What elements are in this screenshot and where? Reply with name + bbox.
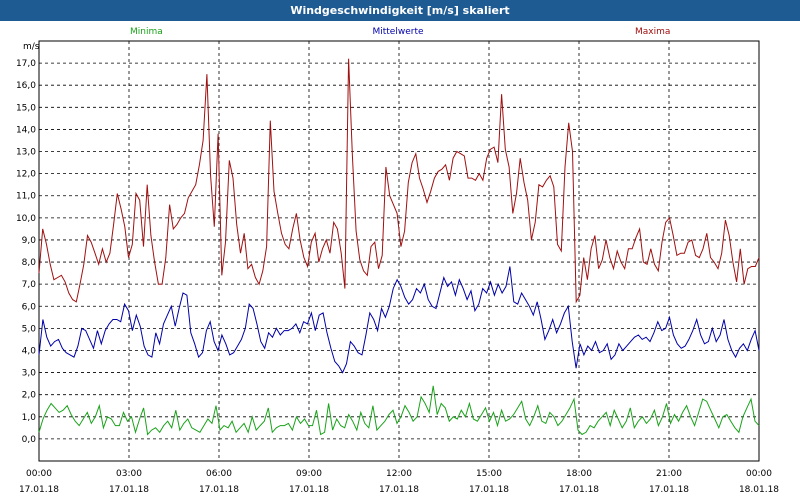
x-tick-time: 09:00 — [296, 469, 322, 479]
y-tick-label: 17,0 — [16, 59, 36, 69]
series-lines — [38, 58, 760, 436]
legend-maxima: Maxima — [635, 27, 670, 37]
legend-minima: Minima — [130, 27, 163, 37]
y-axis-ticks: 0,0 1,0 2,0 3,0 4,0 5,0 6,0 7,0 8,0 9,0 10,0 11,0 12… — [16, 59, 36, 445]
y-tick-label: 2,0 — [22, 391, 37, 401]
y-tick-label: 7,0 — [22, 280, 37, 290]
y-tick-label: 3,0 — [22, 369, 37, 379]
y-tick-label: 4,0 — [22, 346, 37, 356]
x-axis-ticks: 00:00 17.01.18 03:00 17.01.18 06:00 17.01.18 0… — [19, 469, 779, 495]
x-tick-time: 12:00 — [386, 469, 412, 479]
x-tick-date: 17.01.18 — [649, 485, 689, 495]
y-tick-label: 16,0 — [16, 81, 36, 91]
x-tick-time: 00:00 — [26, 469, 52, 479]
y-tick-label: 9,0 — [22, 236, 37, 246]
x-tick-time: 06:00 — [206, 469, 232, 479]
legend-mittelwerte: Mittelwerte — [372, 27, 423, 37]
y-tick-label: 14,0 — [16, 125, 36, 135]
y-tick-label: 6,0 — [22, 302, 37, 312]
x-tick-date: 17.01.18 — [109, 485, 149, 495]
x-tick-date: 17.01.18 — [19, 485, 59, 495]
x-tick-time: 18:00 — [566, 469, 592, 479]
x-tick-time: 03:00 — [116, 469, 142, 479]
x-tick-date: 18.01.18 — [739, 485, 779, 495]
y-tick-label: 10,0 — [16, 214, 36, 224]
x-tick-date: 17.01.18 — [469, 485, 509, 495]
series-mittelwerte-line — [38, 266, 760, 374]
y-tick-label: 5,0 — [22, 324, 37, 334]
x-tick-date: 17.01.18 — [289, 485, 329, 495]
y-tick-label: 1,0 — [22, 413, 37, 423]
window-title: Windgeschwindigkeit [m/s] skaliert — [0, 0, 800, 21]
y-tick-label: 0,0 — [22, 435, 37, 445]
x-tick-time: 15:00 — [476, 469, 502, 479]
y-tick-label: 12,0 — [16, 170, 36, 180]
series-minima-line — [38, 385, 760, 436]
x-tick-date: 17.01.18 — [559, 485, 599, 495]
x-tick-time: 21:00 — [656, 469, 682, 479]
x-tick-date: 17.01.18 — [199, 485, 239, 495]
y-tick-label: 15,0 — [16, 103, 36, 113]
x-tick-date: 17.01.18 — [379, 485, 419, 495]
y-axis-label: m/s — [23, 42, 40, 52]
grid — [39, 41, 759, 461]
y-tick-label: 8,0 — [22, 258, 37, 268]
y-tick-label: 11,0 — [16, 192, 36, 202]
series-maxima-line — [38, 58, 760, 304]
x-tick-time: 00:00 — [746, 469, 772, 479]
y-tick-label: 13,0 — [16, 148, 36, 158]
